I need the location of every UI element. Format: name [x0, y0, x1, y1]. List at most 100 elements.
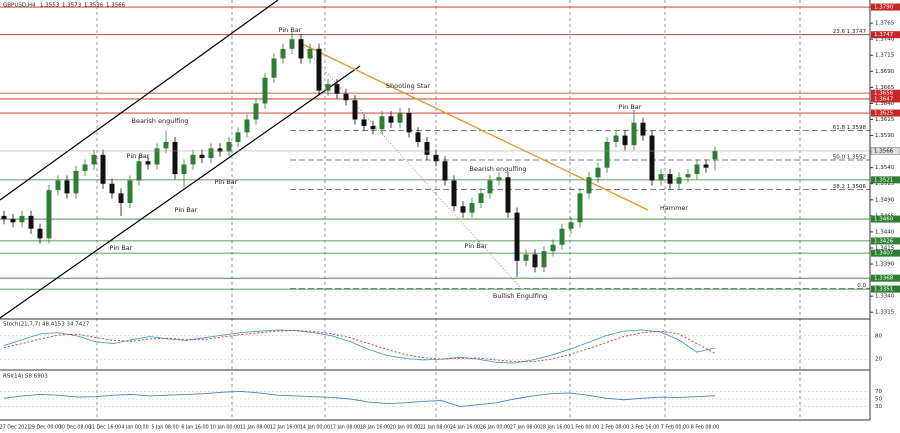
- y-tick-label: 50: [875, 397, 882, 403]
- separators: [96, 0, 801, 420]
- candle-body: [676, 177, 682, 184]
- candle-body: [424, 141, 430, 155]
- candle-body: [190, 154, 196, 165]
- fib-label: 50.0 1.3552: [833, 154, 866, 160]
- candle-body: [370, 125, 376, 130]
- symbol: GBPUSD,H4: [3, 3, 36, 9]
- candle-body: [505, 177, 511, 213]
- candle-body: [613, 135, 619, 142]
- x-tick-label: 12 Jan 16:00: [270, 425, 300, 431]
- candle-body: [640, 122, 646, 136]
- candle-body: [658, 174, 664, 181]
- price-label: 1.3566: [874, 148, 894, 154]
- candle-body: [343, 93, 349, 101]
- candle-body: [280, 48, 286, 59]
- x-tick-label: 18 Jan 16:00: [360, 425, 390, 431]
- annotation: Shooting Star: [386, 82, 431, 90]
- candle-body: [604, 141, 610, 168]
- candle-body: [271, 58, 277, 78]
- annotation: Bearish engulfing: [131, 117, 188, 125]
- candle-body: [73, 170, 79, 194]
- x-tick-label: 17 Jan 08:00: [330, 425, 360, 431]
- y-tick-label: 1.3715: [875, 53, 895, 59]
- level-label: 1.3656: [874, 91, 894, 97]
- candle-body: [10, 219, 16, 223]
- candle-body: [136, 161, 142, 181]
- level-box: [871, 176, 900, 184]
- candle-body: [172, 141, 178, 175]
- candle-body: [568, 222, 574, 229]
- x-tick-label: 8 Feb 08:00: [691, 425, 719, 431]
- y-tick-label: 1.3540: [875, 165, 895, 171]
- y-tick-label: 1.3490: [875, 197, 895, 203]
- candle-body: [154, 148, 160, 165]
- candle-body: [433, 154, 439, 162]
- candles: [1, 31, 718, 277]
- x-tick-label: 29 Dec 00:00: [29, 425, 61, 431]
- candle-body: [712, 150, 718, 160]
- candle-body: [415, 132, 421, 142]
- level-label: 1.3625: [874, 111, 894, 117]
- candle-body: [325, 84, 331, 91]
- candle-body: [100, 154, 106, 184]
- level-box: [871, 109, 900, 117]
- fib-label: 23.6 1.3747: [833, 29, 867, 35]
- candle-body: [109, 183, 115, 194]
- candle-body: [217, 148, 223, 152]
- x-tick-label: 21 Jan 08:00: [420, 425, 450, 431]
- annotation: Pin Bar: [215, 178, 238, 186]
- candle-body: [199, 154, 205, 159]
- level-label: 1.3647: [874, 96, 894, 102]
- level-box: [871, 89, 900, 97]
- x-tick-label: 1 Feb 00:00: [571, 425, 599, 431]
- candle-body: [262, 77, 268, 104]
- x-tick-label: 6 Jan 16:00: [181, 425, 208, 431]
- price-box: [870, 147, 900, 155]
- open: 1.3553: [40, 3, 60, 9]
- candle-body: [496, 177, 502, 181]
- candle-body: [442, 161, 448, 181]
- candle-body: [577, 193, 583, 223]
- candle-body: [550, 244, 556, 252]
- candle-body: [235, 132, 241, 142]
- candle-body: [316, 48, 322, 91]
- channel-upper: [0, 0, 279, 201]
- candle-body: [451, 180, 457, 207]
- x-tick-label: 4 Jan 00:00: [121, 425, 148, 431]
- y-tick-label: 70: [875, 389, 882, 395]
- level-box: [871, 215, 900, 223]
- level-label: 1.3426: [874, 238, 894, 244]
- candle-body: [145, 161, 151, 165]
- x-tick-label: 30 Dec 08:00: [59, 425, 91, 431]
- x-tick-label: 24 Jan 16:00: [450, 425, 480, 431]
- y-tick-label: 1.3590: [875, 133, 895, 139]
- fib-label: 61.8 1.3598: [833, 125, 867, 131]
- y-tick-label: 1.3740: [875, 37, 895, 43]
- candle-body: [532, 254, 538, 268]
- candle-body: [208, 148, 214, 159]
- y-tick-label: 80: [875, 333, 882, 339]
- x-tick-label: 5 Jan 08:00: [151, 425, 178, 431]
- indicator-line: [3, 329, 716, 364]
- annotation: Pin Bar: [619, 103, 642, 111]
- x-tick-label: 2 Feb 08:00: [601, 425, 629, 431]
- candle-body: [559, 228, 565, 245]
- candle-body: [46, 190, 52, 239]
- x-tick-label: 26 Jan 00:00: [480, 425, 510, 431]
- y-tick-label: 1.3415: [875, 245, 895, 251]
- annotation: Pin Bar: [175, 206, 198, 214]
- annotation: Pin Bar: [465, 242, 488, 250]
- y-tick-label: 1.3390: [875, 262, 895, 268]
- candle-body: [631, 122, 637, 146]
- candle-body: [127, 180, 133, 204]
- candle-body: [163, 141, 169, 149]
- level-label: 1.3747: [874, 32, 894, 38]
- annotation: Pin Bar: [110, 244, 133, 252]
- candle-body: [487, 180, 493, 194]
- indicator-line: [3, 390, 716, 408]
- x-tick-label: 3 Feb 16:00: [631, 425, 659, 431]
- fib-label: 38.2 1.3506: [833, 184, 867, 190]
- level-label: 1.3351: [874, 287, 893, 293]
